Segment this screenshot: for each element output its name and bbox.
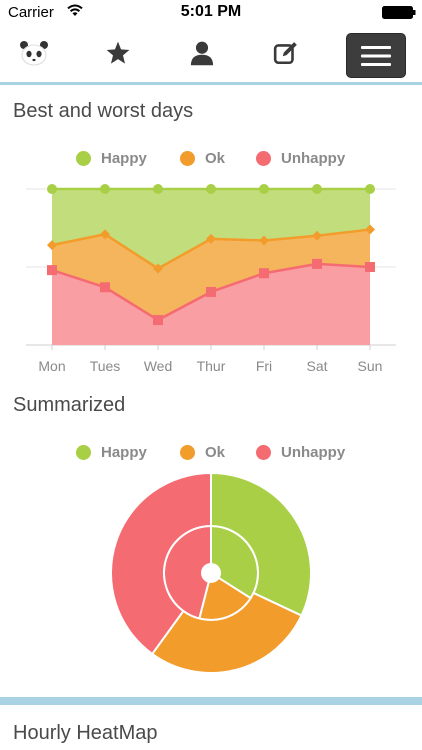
area-chart: Mon Tues Wed Thur Fri Sat Sun (26, 184, 396, 374)
x-tick-label: Thur (197, 358, 226, 374)
legend-happy: Happy (76, 150, 147, 167)
point-happy (100, 184, 110, 194)
legend-ok-label: Ok (205, 150, 226, 167)
legend-happy-label: Happy (101, 150, 147, 167)
point-unhappy (47, 265, 57, 276)
point-happy (153, 184, 163, 194)
point-unhappy (153, 315, 163, 326)
point-happy (206, 184, 216, 194)
menu-icon (361, 45, 391, 66)
legend-happy-dot-2 (76, 445, 91, 460)
point-ok (47, 240, 57, 251)
summarized-title: Summarized (13, 394, 126, 416)
point-ok (153, 263, 163, 274)
clock: 5:01 PM (180, 3, 242, 20)
legend-unhappy-2: Unhappy (256, 444, 345, 461)
star-icon (106, 41, 130, 64)
point-happy (259, 184, 269, 194)
best-worst-title: Best and worst days (13, 100, 194, 122)
slice-outer-happy (210, 471, 312, 617)
x-tick-label: Fri (256, 358, 272, 374)
point-ok (365, 224, 375, 235)
area-happy (52, 189, 370, 269)
point-unhappy (206, 286, 216, 297)
point-unhappy (365, 262, 375, 272)
menu-button[interactable] (346, 33, 406, 78)
legend-happy-2: Happy (76, 444, 147, 461)
x-tick-label: Sat (306, 358, 327, 374)
top-nav-bar (0, 26, 422, 85)
section-divider (0, 697, 422, 705)
legend-unhappy-label: Unhappy (281, 150, 346, 167)
legend-ok-dot (180, 151, 195, 166)
point-ok (100, 229, 110, 240)
edit-button[interactable] (266, 30, 306, 76)
point-unhappy (312, 258, 322, 269)
point-ok (259, 235, 269, 246)
legend-happy-dot (76, 151, 91, 166)
status-bar: Carrier 5:01 PM (0, 0, 422, 26)
panda-icon (20, 41, 48, 66)
x-tick-label: Mon (38, 358, 65, 374)
favorites-button[interactable] (98, 30, 138, 76)
legend-ok-label-2: Ok (205, 444, 226, 461)
area-unhappy (52, 263, 370, 345)
point-ok (312, 230, 322, 241)
battery-icon (382, 6, 416, 19)
legend-happy-label-2: Happy (101, 444, 147, 461)
wifi-icon (67, 4, 83, 16)
profile-icon (190, 41, 214, 66)
slice-outer-ok (150, 591, 303, 674)
legend-unhappy: Unhappy (256, 150, 345, 167)
legend-unhappy-dot-2 (256, 445, 271, 460)
edit-icon (273, 42, 297, 65)
point-happy (312, 184, 322, 194)
point-unhappy (100, 282, 110, 293)
slice-outer-unhappy (110, 471, 212, 656)
panda-button[interactable] (14, 30, 54, 76)
donut-chart (110, 471, 312, 674)
point-happy (47, 184, 57, 194)
legend-ok-2: Ok (180, 444, 225, 461)
carrier-label: Carrier (8, 4, 54, 21)
legend-unhappy-dot (256, 151, 271, 166)
x-tick-label: Sun (358, 358, 383, 374)
point-happy (365, 184, 375, 194)
x-tick-label: Wed (144, 358, 173, 374)
point-ok (206, 233, 216, 244)
heatmap-title: Hourly HeatMap (13, 722, 158, 744)
legend-ok-dot-2 (180, 445, 195, 460)
legend-ok: Ok (180, 150, 225, 167)
profile-button[interactable] (182, 30, 222, 76)
x-tick-label: Tues (90, 358, 121, 374)
point-unhappy (259, 268, 269, 279)
legend-unhappy-label-2: Unhappy (281, 444, 346, 461)
